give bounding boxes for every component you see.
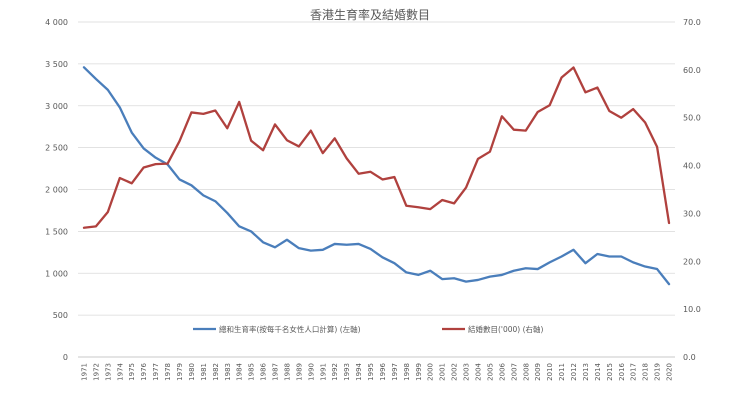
- right-tick-label: 50.0: [683, 114, 701, 123]
- right-tick-label: 10.0: [683, 305, 701, 314]
- x-tick-label: 2008: [522, 363, 530, 381]
- legend-label-fertility: 總和生育率(按每千名女性人口計算) (左軸): [219, 324, 361, 334]
- x-tick-label: 1973: [104, 363, 112, 381]
- x-tick-label: 2019: [654, 363, 662, 381]
- left-tick-label: 1 500: [45, 227, 68, 236]
- x-tick-label: 2013: [582, 363, 590, 381]
- x-tick-label: 2012: [570, 363, 578, 381]
- x-tick-label: 1990: [307, 363, 315, 381]
- series-group: [82, 66, 671, 286]
- legend: 總和生育率(按每千名女性人口計算) (左軸) 結婚數目('000) (右軸): [193, 324, 544, 334]
- x-tick-label: 1977: [152, 363, 160, 381]
- x-tick-label: 1993: [343, 363, 351, 381]
- x-tick-label: 2007: [510, 363, 518, 381]
- x-tick-label: 1974: [116, 362, 124, 380]
- x-tick-label: 2011: [558, 363, 566, 381]
- chart-title: 香港生育率及結婚數目: [310, 7, 430, 22]
- x-tick-label: 1992: [331, 363, 339, 381]
- x-tick-label: 1999: [415, 363, 423, 381]
- x-tick-label: 1994: [355, 362, 363, 380]
- x-tick-label: 1998: [403, 363, 411, 381]
- x-axis: 1971 1972 1973 1974 1975 1976 1977 1978 1979 1980…: [78, 356, 675, 381]
- x-tick-label: 1972: [92, 363, 100, 381]
- right-tick-label: 40.0: [683, 162, 701, 171]
- x-tick-label: 2017: [630, 363, 638, 381]
- x-tick-label: 1991: [319, 363, 327, 381]
- right-tick-label: 0.0: [683, 353, 696, 362]
- left-axis: 0 500 1 000 1 500 2 000 2 500 3 000 3 500 4 000: [45, 18, 68, 362]
- x-tick-label: 1989: [295, 363, 303, 381]
- x-tick-label: 1980: [188, 363, 196, 381]
- x-tick-label: 2001: [439, 363, 447, 381]
- left-tick-label: 2 000: [45, 186, 68, 195]
- x-tick-label: 1971: [80, 363, 88, 381]
- x-tick-label: 2002: [451, 363, 459, 381]
- x-tick-label: 1988: [283, 363, 291, 381]
- x-tick-label: 1997: [391, 363, 399, 381]
- x-tick-label: 2000: [427, 363, 435, 381]
- x-tick-label: 1982: [212, 363, 220, 381]
- x-tick-label: 2010: [546, 363, 554, 381]
- x-tick-label: 1995: [367, 363, 375, 381]
- x-tick-label: 2016: [618, 362, 626, 380]
- x-tick-label: 1985: [248, 363, 256, 381]
- left-tick-label: 3 000: [45, 102, 68, 111]
- x-tick-label: 2015: [606, 363, 614, 381]
- x-tick-label: 2004: [474, 362, 482, 380]
- series-line-fertility: [82, 66, 671, 286]
- left-tick-label: 0: [63, 353, 68, 362]
- left-tick-label: 4 000: [45, 18, 68, 27]
- x-tick-label: 1975: [128, 363, 136, 381]
- x-tick-label: 1979: [176, 363, 184, 381]
- left-tick-label: 1 000: [45, 269, 68, 278]
- x-tick-label: 2018: [642, 363, 650, 381]
- left-tick-label: 500: [53, 311, 68, 320]
- x-tick-label: 1976: [140, 362, 148, 380]
- left-tick-label: 2 500: [45, 144, 68, 153]
- legend-label-marriages: 結婚數目('000) (右軸): [468, 324, 544, 334]
- x-tick-label: 2020: [666, 363, 674, 381]
- x-tick-label: 2005: [486, 363, 494, 381]
- right-tick-label: 20.0: [683, 257, 701, 266]
- right-tick-label: 70.0: [683, 18, 701, 27]
- x-tick-label: 1996: [379, 362, 387, 380]
- x-tick-label: 1981: [200, 363, 208, 381]
- x-tick-label: 1978: [164, 363, 172, 381]
- x-tick-label: 1987: [272, 363, 280, 381]
- x-tick-label: 2003: [463, 363, 471, 381]
- x-tick-label: 1983: [224, 363, 232, 381]
- x-tick-label: 2009: [534, 363, 542, 381]
- x-tick-label: 1986: [260, 362, 268, 380]
- right-axis: 0.0 10.0 20.0 30.0 40.0 50.0 60.0 70.0: [683, 18, 701, 362]
- left-tick-label: 3 500: [45, 60, 68, 69]
- right-tick-label: 30.0: [683, 209, 701, 218]
- series-line-marriages: [82, 66, 671, 229]
- gridlines: [78, 21, 675, 358]
- x-tick-label: 2014: [594, 362, 602, 380]
- right-tick-label: 60.0: [683, 66, 701, 75]
- x-tick-label: 1984: [236, 362, 244, 380]
- x-tick-label: 2006: [498, 362, 506, 380]
